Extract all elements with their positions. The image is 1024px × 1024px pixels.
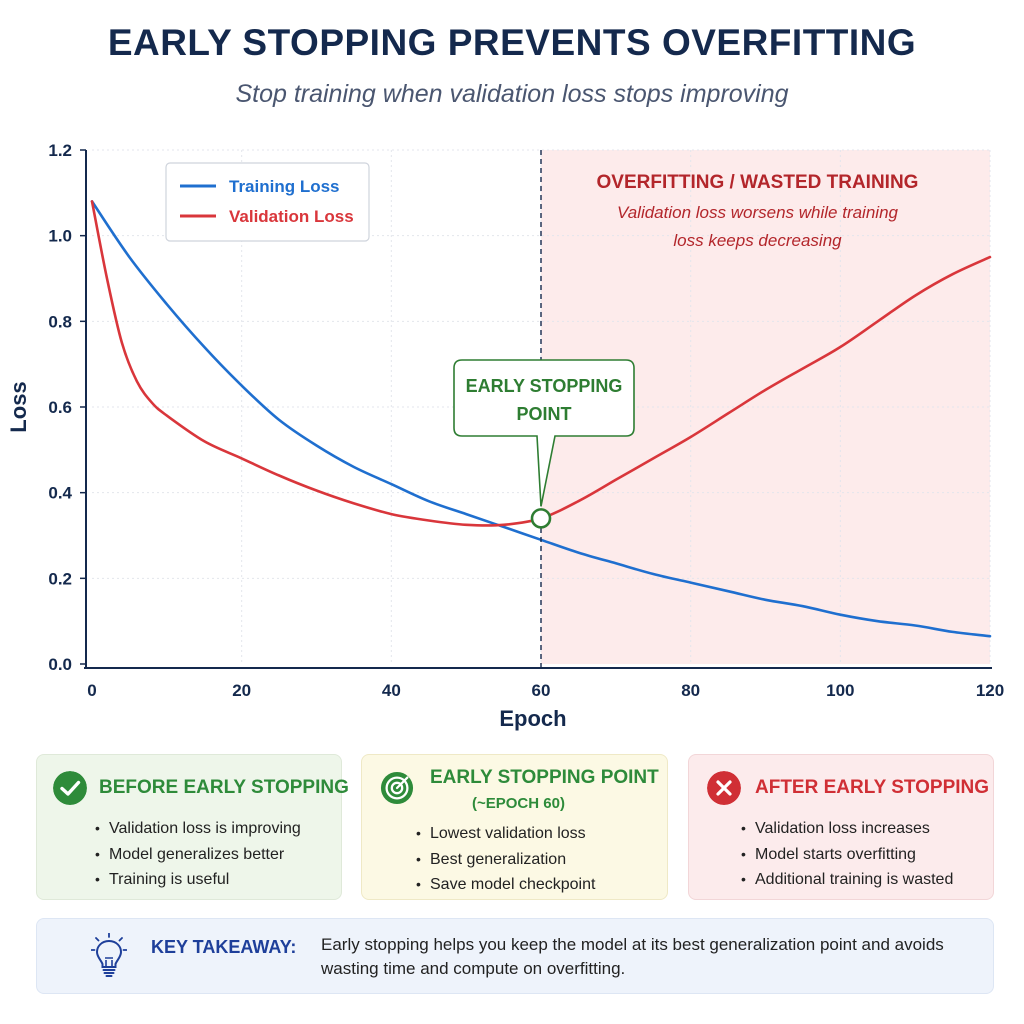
early-stopping-marker (530, 508, 552, 529)
key-takeaway-box: KEY TAKEAWAY: Early stopping helps you k… (36, 918, 994, 994)
x-tick-label: 100 (826, 681, 854, 700)
takeaway-label: KEY TAKEAWAY: (151, 937, 297, 957)
x-tick-label: 80 (681, 681, 700, 700)
list-item: Validation loss increases (741, 816, 953, 842)
page-title: EARLY STOPPING PREVENTS OVERFITTING (107, 22, 917, 63)
x-axis-label: Epoch (499, 706, 566, 731)
callout-label: EARLY STOPPING (466, 376, 623, 396)
takeaway-text: Early stopping helps you keep the model … (321, 935, 944, 978)
legend-box (165, 162, 370, 242)
x-tick-label: 120 (976, 681, 1004, 700)
early-stopping-callout (453, 359, 635, 507)
y-tick-label: 0.6 (48, 398, 72, 417)
card-after-title: AFTER EARLY STOPPING (755, 777, 990, 798)
list-item: Additional training is wasted (741, 867, 953, 893)
overfitting-note: Validation loss worsens while training (617, 203, 899, 222)
legend-label: Validation Loss (229, 207, 354, 226)
card-before-title: BEFORE EARLY STOPPING (99, 777, 349, 798)
x-tick-label: 60 (532, 681, 551, 700)
legend-label: Training Loss (229, 177, 340, 196)
list-item: Training is useful (95, 867, 301, 893)
y-tick-label: 0.2 (48, 569, 72, 588)
list-item: Lowest validation loss (416, 821, 595, 847)
overfitting-note: loss keeps decreasing (673, 231, 842, 250)
page-subtitle: Stop training when validation loss stops… (235, 80, 789, 108)
x-tick-label: 40 (382, 681, 401, 700)
x-tick-label: 20 (232, 681, 251, 700)
check-circle-icon (53, 771, 87, 805)
validation-loss-line (90, 200, 992, 527)
list-item: Model starts overfitting (741, 842, 953, 868)
loss-chart: 0.0 0.2 0.4 0.6 0.8 1.0 1.2 0 20 40 60 80 100 120 Epoc… (6, 141, 1004, 731)
y-tick-label: 0.0 (48, 655, 72, 674)
card-point-subtitle: (~EPOCH 60) (472, 795, 565, 812)
list-item: Validation loss is improving (95, 816, 301, 842)
card-after-early-stopping: AFTER EARLY STOPPING Validation loss inc… (688, 754, 994, 900)
card-before-early-stopping: BEFORE EARLY STOPPING Validation loss is… (36, 754, 349, 900)
x-tick-label: 0 (87, 681, 96, 700)
card-before-bullets: Validation loss is improving Model gener… (95, 816, 301, 893)
list-item: Best generalization (416, 847, 595, 873)
target-icon (380, 771, 414, 805)
card-early-stopping-point: EARLY STOPPING POINT (~EPOCH 60) Lowest … (361, 754, 668, 900)
callout-label: POINT (516, 404, 571, 424)
list-item: Model generalizes better (95, 842, 301, 868)
card-point-title: EARLY STOPPING POINT (430, 767, 659, 788)
y-tick-label: 1.0 (48, 227, 72, 246)
y-tick-label: 0.4 (48, 484, 72, 503)
y-axis-label: Loss (6, 381, 31, 432)
card-point-bullets: Lowest validation loss Best generalizati… (416, 821, 595, 898)
y-tick-label: 1.2 (48, 141, 72, 160)
list-item: Save model checkpoint (416, 872, 595, 898)
x-circle-icon (707, 771, 741, 805)
overfitting-label: OVERFITTING / WASTED TRAINING (597, 172, 919, 193)
lightbulb-icon (91, 933, 127, 977)
card-after-bullets: Validation loss increases Model starts o… (741, 816, 953, 893)
y-tick-label: 0.8 (48, 312, 72, 331)
